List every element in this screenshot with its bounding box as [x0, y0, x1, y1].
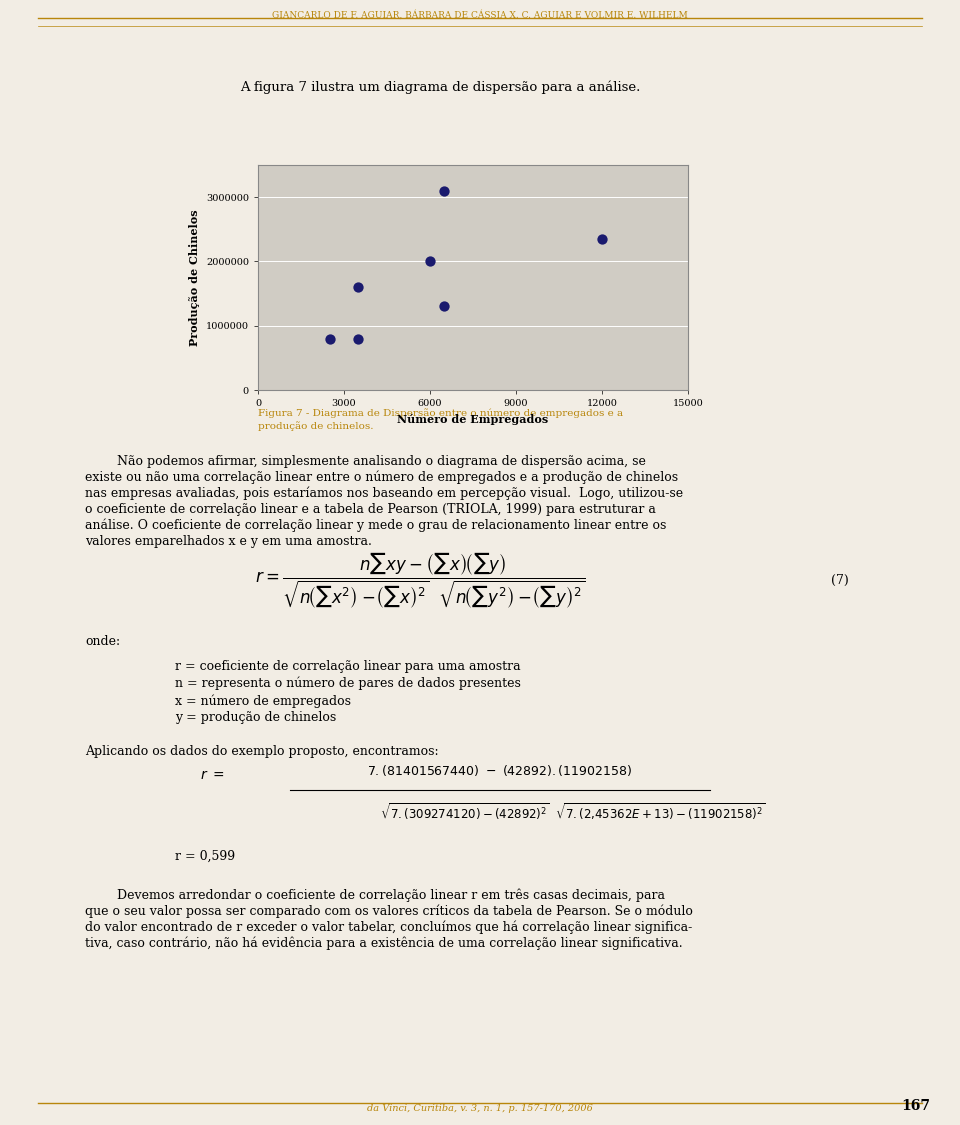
Point	[437, 182, 452, 200]
X-axis label: Número de Empregados: Número de Empregados	[397, 414, 548, 424]
Text: existe ou não uma correlação linear entre o número de empregados e a produção de: existe ou não uma correlação linear entr…	[85, 471, 678, 485]
Text: que o seu valor possa ser comparado com os valores críticos da tabela de Pearson: que o seu valor possa ser comparado com …	[85, 904, 693, 918]
Point	[350, 330, 366, 348]
Text: nas empresas avaliadas, pois estaríamos nos baseando em percepção visual.  Logo,: nas empresas avaliadas, pois estaríamos …	[85, 487, 684, 501]
Text: $\sqrt{7.(2{,}45362E+13)-\left(11902158\right)^{2}}$: $\sqrt{7.(2{,}45362E+13)-\left(11902158\…	[555, 802, 766, 824]
Text: r = coeficiente de correlação linear para uma amostra: r = coeficiente de correlação linear par…	[175, 660, 520, 673]
Text: n = representa o número de pares de dados presentes: n = representa o número de pares de dado…	[175, 677, 521, 691]
Text: Não podemos afirmar, simplesmente analisando o diagrama de dispersão acima, se: Não podemos afirmar, simplesmente analis…	[85, 455, 646, 468]
Text: Aplicando os dados do exemplo proposto, encontramos:: Aplicando os dados do exemplo proposto, …	[85, 745, 439, 758]
Text: $7.(81401567440)\ -\ (42892).(11902158)$: $7.(81401567440)\ -\ (42892).(11902158)$	[368, 763, 633, 778]
Text: $r = \dfrac{n\sum xy -\left(\sum x\right)\!\left(\sum y\right)}{\sqrt{n\!\left(\: $r = \dfrac{n\sum xy -\left(\sum x\right…	[254, 550, 586, 610]
Text: $\sqrt{7.(309274120)-\left(42892\right)^{2}}$: $\sqrt{7.(309274120)-\left(42892\right)^…	[380, 802, 550, 824]
Point	[437, 297, 452, 315]
Text: tiva, caso contrário, não há evidência para a existência de uma correlação linea: tiva, caso contrário, não há evidência p…	[85, 936, 683, 950]
Text: valores emparelhados x e y em uma amostra.: valores emparelhados x e y em uma amostr…	[85, 536, 372, 548]
Text: do valor encontrado de r exceder o valor tabelar, concluímos que há correlação l: do valor encontrado de r exceder o valor…	[85, 920, 692, 934]
Text: da Vinci, Curitiba, v. 3, n. 1, p. 157-170, 2006: da Vinci, Curitiba, v. 3, n. 1, p. 157-1…	[367, 1104, 593, 1113]
Text: o coeficiente de correlação linear e a tabela de Pearson (TRIOLA, 1999) para est: o coeficiente de correlação linear e a t…	[85, 503, 656, 516]
Text: Figura 7 - Diagrama de Dispersão entre o número de empregados e a: Figura 7 - Diagrama de Dispersão entre o…	[258, 408, 623, 417]
Text: A figura 7 ilustra um diagrama de dispersão para a análise.: A figura 7 ilustra um diagrama de disper…	[240, 80, 640, 93]
Point	[350, 278, 366, 296]
Text: 167: 167	[901, 1099, 930, 1113]
Text: onde:: onde:	[85, 634, 120, 648]
Point	[594, 229, 610, 248]
Text: análise. O coeficiente de correlação linear y mede o grau de relacionamento line: análise. O coeficiente de correlação lin…	[85, 519, 666, 532]
Text: r = 0,599: r = 0,599	[175, 850, 235, 863]
Text: produção de chinelos.: produção de chinelos.	[258, 421, 373, 431]
Point	[322, 330, 337, 348]
Point	[422, 252, 438, 270]
Y-axis label: Produção de Chinelos: Produção de Chinelos	[189, 209, 201, 345]
Text: Devemos arredondar o coeficiente de correlação linear r em três casas decimais, : Devemos arredondar o coeficiente de corr…	[85, 888, 665, 901]
Text: GIANCARLO DE F. AGUIAR, BÁRBARA DE CÁSSIA X. C. AGUIAR E VOLMIR E. WILHELM: GIANCARLO DE F. AGUIAR, BÁRBARA DE CÁSSI…	[272, 10, 688, 20]
Text: (7): (7)	[831, 574, 849, 586]
Text: $r\ =$: $r\ =$	[200, 768, 225, 782]
Text: x = número de empregados: x = número de empregados	[175, 694, 351, 708]
Text: y = produção de chinelos: y = produção de chinelos	[175, 711, 336, 724]
